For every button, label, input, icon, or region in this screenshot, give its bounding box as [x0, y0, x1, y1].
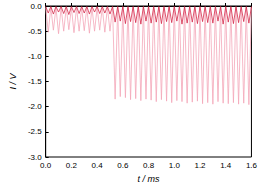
svg-text:0.0: 0.0 [31, 2, 43, 11]
svg-text:t / ms: t / ms [138, 174, 160, 184]
svg-text:1.0: 1.0 [169, 161, 181, 170]
svg-text:-0.5: -0.5 [28, 27, 42, 36]
svg-text:-1.0: -1.0 [28, 52, 42, 61]
svg-text:-2.0: -2.0 [28, 102, 42, 111]
svg-text:0.6: 0.6 [117, 161, 129, 170]
svg-text:-1.5: -1.5 [28, 77, 42, 86]
svg-text:1.4: 1.4 [220, 161, 232, 170]
svg-text:0.2: 0.2 [66, 161, 78, 170]
svg-text:0.0: 0.0 [40, 161, 52, 170]
svg-text:-3.0: -3.0 [27, 152, 42, 162]
svg-text:I / V: I / V [8, 73, 18, 90]
svg-text:0.4: 0.4 [92, 161, 104, 170]
svg-text:1.6: 1.6 [246, 161, 258, 170]
svg-text:-2.5: -2.5 [28, 127, 42, 136]
svg-text:0.8: 0.8 [143, 161, 155, 170]
svg-text:1.2: 1.2 [194, 161, 206, 170]
